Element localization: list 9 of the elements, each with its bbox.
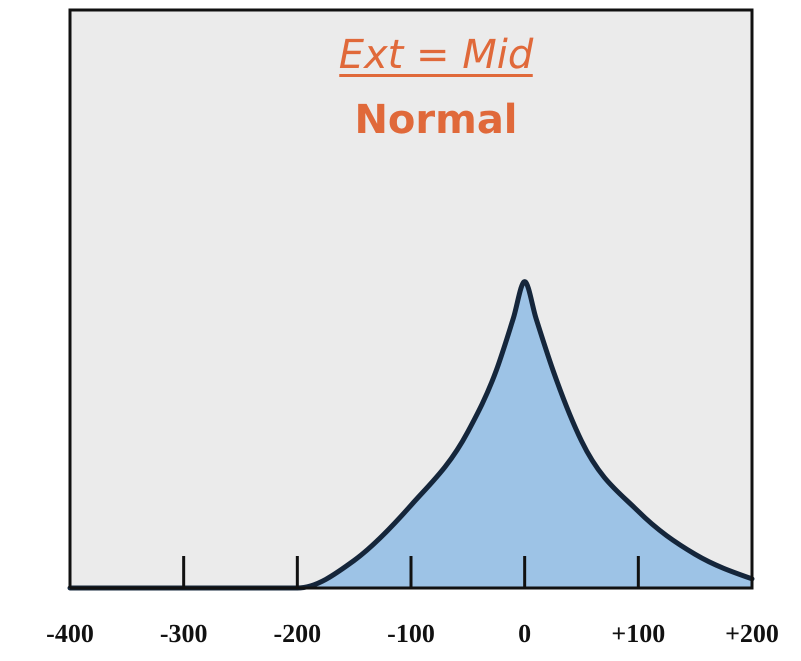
chart-subtitle: Normal [354,97,518,143]
x-tick-label: -300 [160,619,208,648]
x-tick-label: -200 [273,619,322,648]
chart-title: Ext = Mid [338,32,534,78]
x-tick-label: 0 [518,619,532,648]
x-tick-label: -400 [46,619,94,648]
x-tick-label: +100 [611,619,666,648]
x-tick-label: +200 [725,619,779,648]
x-tick-label: -100 [387,619,435,648]
